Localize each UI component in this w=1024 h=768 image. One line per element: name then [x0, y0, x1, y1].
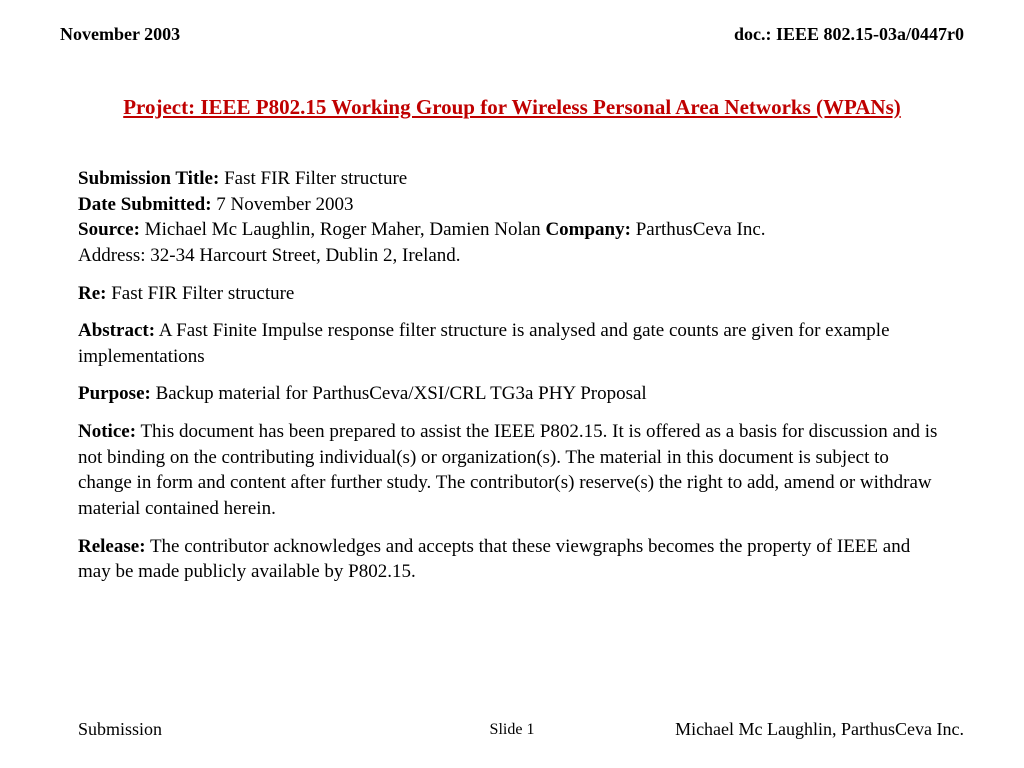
date-submitted-value: 7 November 2003 [212, 194, 354, 215]
address-value: Address: 32-34 Harcourt Street, Dublin 2… [78, 245, 461, 266]
company-label: Company: [545, 219, 631, 240]
abstract-label: Abstract: [78, 320, 155, 341]
abstract-block: Abstract: A Fast Finite Impulse response… [78, 318, 946, 369]
source-label: Source: [78, 219, 140, 240]
slide-content: Project: IEEE P802.15 Working Group for … [0, 45, 1024, 585]
footer-left: Submission [78, 719, 162, 740]
release-block: Release: The contributor acknowledges an… [78, 534, 946, 585]
header-doc-ref: doc.: IEEE 802.15-03a/0447r0 [734, 24, 964, 45]
re-label: Re: [78, 283, 106, 304]
slide-header: November 2003 doc.: IEEE 802.15-03a/0447… [0, 0, 1024, 45]
submission-title-value: Fast FIR Filter structure [219, 168, 407, 189]
footer-slide-number: Slide 1 [490, 721, 535, 739]
submission-block: Submission Title: Fast FIR Filter struct… [78, 166, 946, 269]
footer-right: Michael Mc Laughlin, ParthusCeva Inc. [675, 719, 964, 740]
release-label: Release: [78, 536, 146, 557]
abstract-value: A Fast Finite Impulse response filter st… [78, 320, 890, 367]
header-date: November 2003 [60, 24, 180, 45]
re-value: Fast FIR Filter structure [106, 283, 294, 304]
re-block: Re: Fast FIR Filter structure [78, 281, 946, 307]
purpose-value: Backup material for ParthusCeva/XSI/CRL … [151, 383, 647, 404]
source-value: Michael Mc Laughlin, Roger Maher, Damien… [140, 219, 546, 240]
company-value: ParthusCeva Inc. [631, 219, 766, 240]
project-title: Project: IEEE P802.15 Working Group for … [78, 95, 946, 120]
notice-value: This document has been prepared to assis… [78, 421, 937, 519]
notice-label: Notice: [78, 421, 136, 442]
purpose-block: Purpose: Backup material for ParthusCeva… [78, 381, 946, 407]
release-value: The contributor acknowledges and accepts… [78, 536, 910, 583]
submission-title-label: Submission Title: [78, 168, 219, 189]
date-submitted-label: Date Submitted: [78, 194, 212, 215]
slide-footer: Submission Slide 1 Michael Mc Laughlin, … [0, 719, 1024, 740]
notice-block: Notice: This document has been prepared … [78, 419, 946, 522]
purpose-label: Purpose: [78, 383, 151, 404]
